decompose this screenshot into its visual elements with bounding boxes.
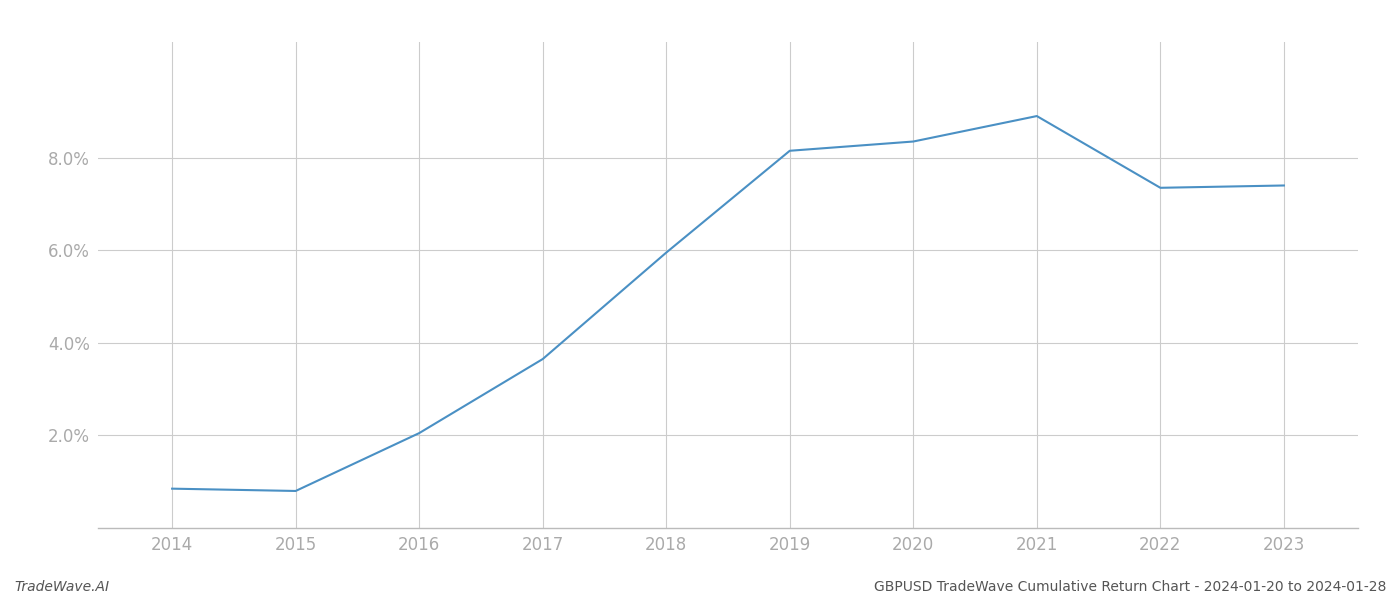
Text: TradeWave.AI: TradeWave.AI	[14, 580, 109, 594]
Text: GBPUSD TradeWave Cumulative Return Chart - 2024-01-20 to 2024-01-28: GBPUSD TradeWave Cumulative Return Chart…	[874, 580, 1386, 594]
